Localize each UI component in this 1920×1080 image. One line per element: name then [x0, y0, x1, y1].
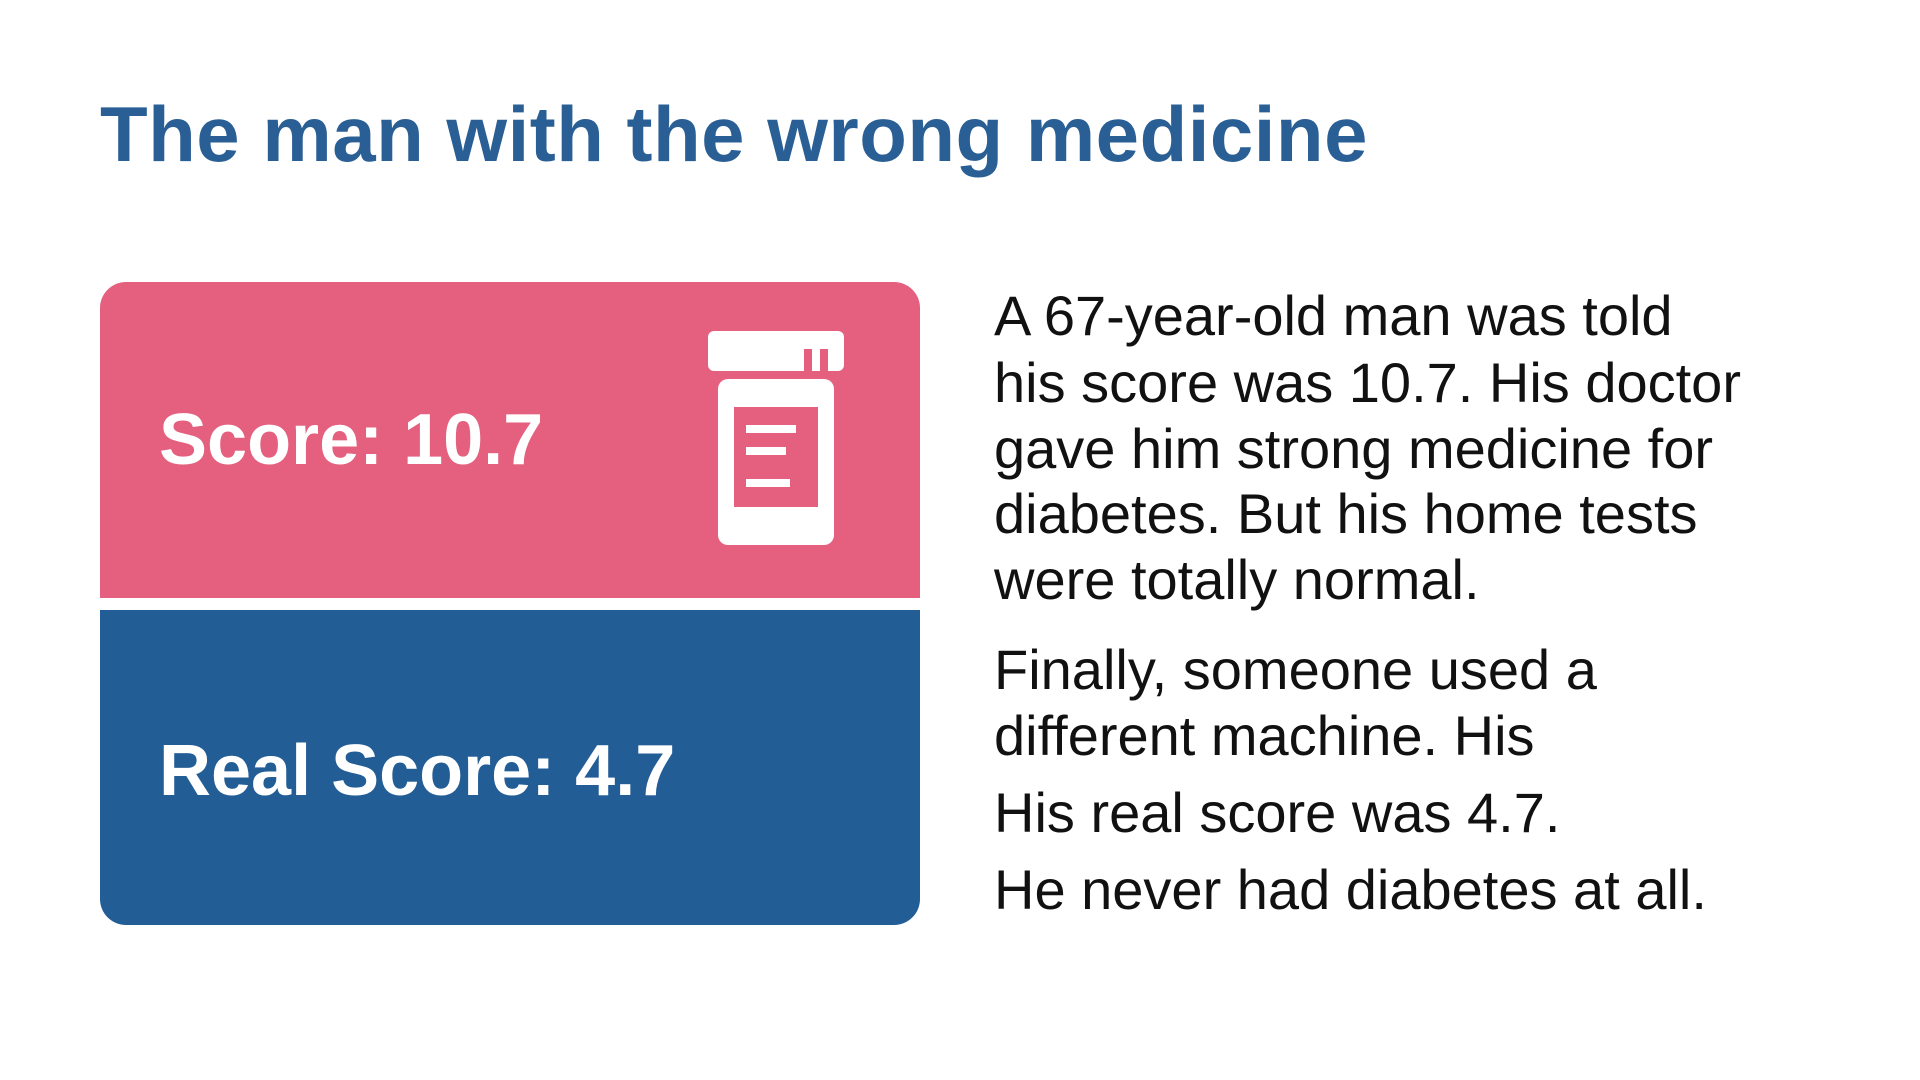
score-card: Score: 10.7	[100, 282, 920, 598]
medicine-bottle-icon	[708, 331, 844, 545]
story-line: Finally, someone used a	[994, 638, 1597, 701]
slide-title: The man with the wrong medicine	[100, 90, 1368, 178]
real-score-label: Real Score: 4.7	[159, 731, 676, 811]
real-score-card: Real Score: 4.7	[100, 610, 920, 925]
story-line: His real score was 4.7.	[994, 781, 1561, 844]
story-line: different machine. His	[994, 704, 1535, 767]
story-line: his score was 10.7. His doctor	[994, 351, 1741, 414]
story-line: A 67-year-old man was told	[994, 284, 1673, 347]
story-line: He never had diabetes at all.	[994, 858, 1707, 921]
story-line: gave him strong medicine for	[994, 417, 1714, 480]
score-label: Score: 10.7	[159, 400, 544, 480]
story-line: diabetes. But his home tests	[994, 482, 1698, 545]
story-line: were totally normal.	[994, 548, 1480, 611]
